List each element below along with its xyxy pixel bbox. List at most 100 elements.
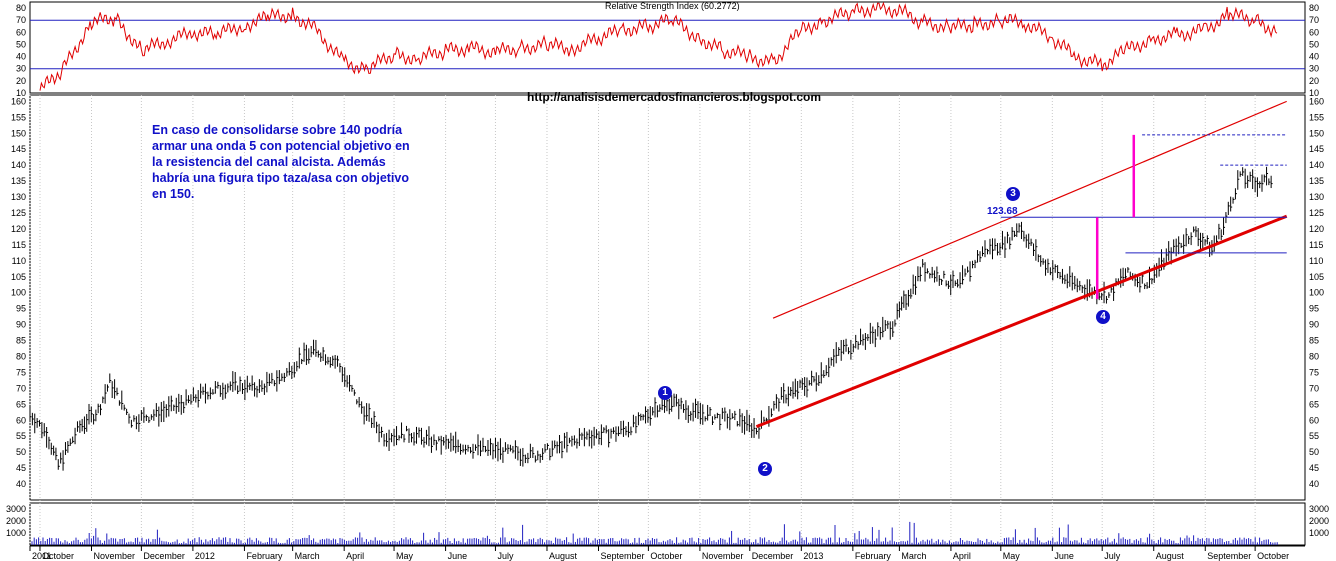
month-label: June bbox=[1054, 551, 1074, 561]
channel-resistance-line bbox=[772, 100, 1287, 319]
wave-3-marker: 3 bbox=[1006, 187, 1020, 201]
price-tick-label-right: 85 bbox=[1309, 336, 1319, 346]
price-tick-label-left: 90 bbox=[16, 320, 26, 330]
source-url: http://analisisdemercadosfinancieros.blo… bbox=[527, 90, 822, 104]
price-tick-label-right: 70 bbox=[1309, 383, 1319, 393]
price-tick-label-right: 130 bbox=[1309, 192, 1324, 202]
price-tick-label-right: 110 bbox=[1309, 256, 1323, 266]
rsi-tick-label-left: 30 bbox=[16, 64, 26, 74]
month-label: 2011 bbox=[32, 551, 51, 561]
month-label: October bbox=[650, 551, 682, 561]
price-tick-label-right: 105 bbox=[1309, 272, 1324, 282]
price-tick-label-right: 90 bbox=[1309, 320, 1319, 330]
month-label: April bbox=[346, 551, 364, 561]
month-label: July bbox=[1104, 551, 1121, 561]
price-tick-label-left: 60 bbox=[16, 415, 26, 425]
price-tick-label-left: 130 bbox=[11, 192, 26, 202]
volume-bars bbox=[31, 521, 1278, 545]
month-label: July bbox=[497, 551, 514, 561]
month-label: September bbox=[601, 551, 645, 561]
volume-panel-frame bbox=[29, 502, 1306, 546]
price-tick-label-right: 50 bbox=[1309, 447, 1319, 457]
month-label: November bbox=[702, 551, 744, 561]
price-tick-label-right: 150 bbox=[1309, 128, 1324, 138]
rsi-line bbox=[39, 1, 1278, 91]
wave-1-marker: 1 bbox=[658, 386, 672, 400]
volume-tick-label-right: 1000 bbox=[1309, 528, 1329, 538]
month-label: October bbox=[42, 551, 74, 561]
rsi-tick-label-right: 70 bbox=[1309, 15, 1319, 25]
peak-value-label: 123.68 bbox=[987, 206, 1018, 217]
price-tick-label-right: 125 bbox=[1309, 208, 1324, 218]
volume-tick-label-left: 1000 bbox=[6, 528, 26, 538]
wave-4-marker: 4 bbox=[1096, 310, 1110, 324]
price-tick-label-left: 155 bbox=[11, 112, 26, 122]
price-tick-label-right: 120 bbox=[1309, 224, 1324, 234]
month-label: September bbox=[1207, 551, 1251, 561]
price-tick-label-left: 95 bbox=[16, 304, 26, 314]
channel-support-line bbox=[755, 214, 1288, 429]
price-tick-label-left: 70 bbox=[16, 383, 26, 393]
price-tick-label-right: 65 bbox=[1309, 399, 1319, 409]
price-tick-label-left: 145 bbox=[11, 144, 26, 154]
month-label: 2013 bbox=[803, 551, 823, 561]
price-tick-label-left: 140 bbox=[11, 160, 26, 170]
month-label: December bbox=[143, 551, 185, 561]
price-tick-label-right: 60 bbox=[1309, 415, 1319, 425]
price-tick-label-left: 85 bbox=[16, 336, 26, 346]
month-label: October bbox=[1257, 551, 1289, 561]
volume-tick-label-left: 2000 bbox=[6, 516, 26, 526]
price-tick-label-right: 115 bbox=[1309, 240, 1323, 250]
rsi-tick-label-right: 20 bbox=[1309, 76, 1319, 86]
price-tick-label-right: 55 bbox=[1309, 431, 1319, 441]
analysis-note: En caso de consolidarse sobre 140 podría… bbox=[152, 123, 410, 201]
price-tick-label-left: 45 bbox=[16, 463, 26, 473]
price-tick-label-right: 45 bbox=[1309, 463, 1319, 473]
rsi-tick-label-left: 50 bbox=[16, 39, 26, 49]
rsi-tick-label-left: 80 bbox=[16, 3, 26, 13]
price-tick-label-left: 150 bbox=[11, 128, 26, 138]
price-tick-label-left: 110 bbox=[12, 256, 26, 266]
price-tick-label-left: 115 bbox=[12, 240, 26, 250]
price-tick-label-right: 75 bbox=[1309, 367, 1319, 377]
price-tick-label-right: 160 bbox=[1309, 96, 1324, 106]
rsi-tick-label-right: 80 bbox=[1309, 3, 1319, 13]
price-tick-label-left: 55 bbox=[16, 431, 26, 441]
volume-tick-label-right: 2000 bbox=[1309, 516, 1329, 526]
price-tick-label-right: 80 bbox=[1309, 351, 1319, 361]
month-label: 2012 bbox=[195, 551, 215, 561]
rsi-tick-label-left: 20 bbox=[16, 76, 26, 86]
volume-tick-label-right: 3000 bbox=[1309, 504, 1329, 514]
rsi-tick-label-right: 10 bbox=[1309, 88, 1319, 98]
month-label: February bbox=[855, 551, 892, 561]
month-label: August bbox=[1156, 551, 1185, 561]
month-label: November bbox=[94, 551, 136, 561]
rsi-tick-label-right: 60 bbox=[1309, 27, 1319, 37]
price-tick-label-left: 50 bbox=[16, 447, 26, 457]
price-tick-label-left: 125 bbox=[11, 208, 26, 218]
rsi-tick-label-left: 10 bbox=[16, 88, 26, 98]
rsi-tick-label-right: 40 bbox=[1309, 52, 1319, 62]
rsi-title: Relative Strength Index (60.2772) bbox=[605, 1, 740, 11]
month-label: June bbox=[448, 551, 468, 561]
price-tick-label-left: 160 bbox=[11, 96, 26, 106]
price-tick-label-right: 100 bbox=[1309, 288, 1324, 298]
month-label: April bbox=[953, 551, 971, 561]
month-label: February bbox=[246, 551, 283, 561]
price-bars bbox=[29, 166, 1273, 471]
price-tick-label-right: 95 bbox=[1309, 304, 1319, 314]
price-tick-label-right: 40 bbox=[1309, 479, 1319, 489]
price-panel-frame bbox=[29, 94, 1306, 501]
price-tick-label-left: 80 bbox=[16, 351, 26, 361]
price-tick-label-right: 145 bbox=[1309, 144, 1324, 154]
month-label: May bbox=[1003, 551, 1021, 561]
price-tick-label-left: 105 bbox=[11, 272, 26, 282]
month-label: March bbox=[901, 551, 926, 561]
wave-2-marker: 2 bbox=[758, 462, 772, 476]
price-tick-label-left: 40 bbox=[16, 479, 26, 489]
price-tick-label-left: 100 bbox=[11, 288, 26, 298]
volume-tick-label-left: 3000 bbox=[6, 504, 26, 514]
rsi-tick-label-left: 40 bbox=[16, 52, 26, 62]
price-tick-label-left: 65 bbox=[16, 399, 26, 409]
